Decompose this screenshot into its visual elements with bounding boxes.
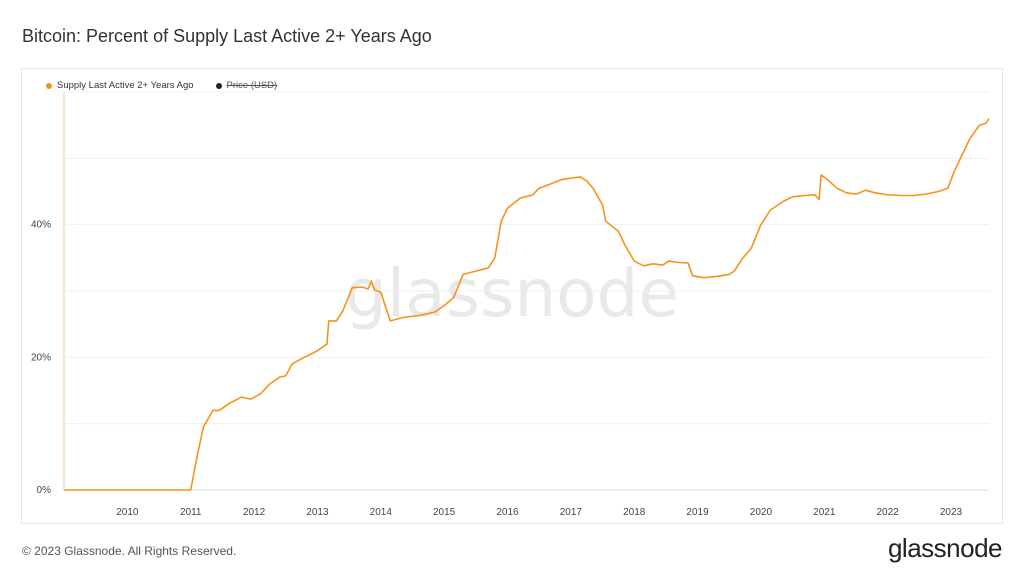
x-axis: 2010 2011 2012 2013 2014 2015 2016 2017 2018 2019… — [116, 507, 962, 518]
y-tick-label: 40% — [31, 220, 51, 231]
x-tick-label: 2010 — [116, 507, 139, 518]
legend-label: Price (USD) — [226, 80, 278, 91]
y-axis: 0% 20% 40% — [31, 220, 51, 496]
x-tick-label: 2017 — [560, 507, 583, 518]
x-tick-label: 2023 — [940, 507, 963, 518]
x-tick-label: 2020 — [750, 507, 773, 518]
legend-item-price[interactable]: Price (USD) — [215, 80, 278, 91]
legend-item-supply[interactable]: Supply Last Active 2+ Years Ago — [46, 80, 194, 91]
x-tick-label: 2015 — [433, 507, 456, 518]
x-tick-label: 2013 — [306, 507, 329, 518]
copyright-footer: © 2023 Glassnode. All Rights Reserved. — [22, 544, 237, 558]
x-tick-label: 2018 — [623, 507, 646, 518]
legend-dot-icon — [215, 82, 222, 89]
chart-legend: Supply Last Active 2+ Years Ago Price (U… — [46, 80, 277, 91]
brand-logo: glassnode — [887, 533, 1003, 563]
x-tick-label: 2012 — [243, 507, 266, 518]
x-tick-label: 2019 — [686, 507, 709, 518]
series-line-supply — [64, 118, 990, 491]
x-tick-label: 2022 — [877, 507, 900, 518]
watermark: glassnode — [345, 255, 679, 332]
x-tick-label: 2011 — [180, 507, 202, 518]
series-lines — [63, 92, 990, 491]
x-tick-label: 2014 — [370, 507, 393, 518]
legend-dot-icon — [46, 82, 52, 89]
y-tick-label: 20% — [31, 352, 51, 363]
grid-lines — [64, 91, 989, 491]
chart-title: Bitcoin: Percent of Supply Last Active 2… — [22, 26, 432, 46]
y-tick-label: 0% — [37, 485, 52, 496]
x-tick-label: 2021 — [813, 507, 836, 518]
legend-label: Supply Last Active 2+ Years Ago — [57, 80, 194, 91]
x-tick-label: 2016 — [496, 507, 519, 518]
chart-card — [21, 68, 1003, 524]
